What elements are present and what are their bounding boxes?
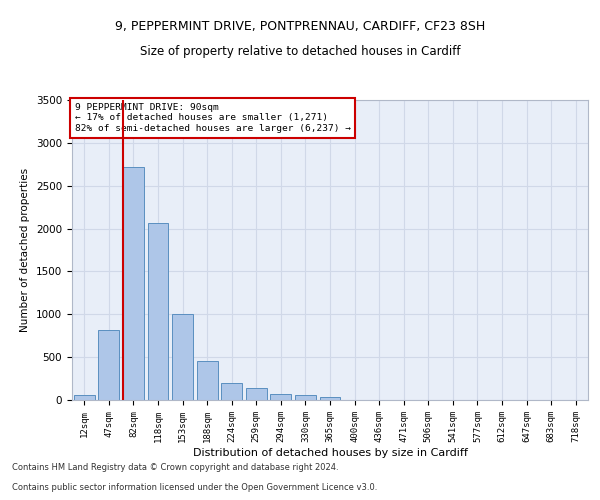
X-axis label: Distribution of detached houses by size in Cardiff: Distribution of detached houses by size … [193, 448, 467, 458]
Text: Contains public sector information licensed under the Open Government Licence v3: Contains public sector information licen… [12, 484, 377, 492]
Bar [74, 396, 95, 400]
Bar [197, 362, 218, 400]
Bar [246, 388, 267, 400]
Bar [271, 394, 292, 400]
Bar [295, 396, 316, 400]
Bar [221, 383, 242, 400]
Bar [320, 396, 340, 400]
Bar [172, 314, 193, 400]
Text: Size of property relative to detached houses in Cardiff: Size of property relative to detached ho… [140, 45, 460, 58]
Bar [98, 330, 119, 400]
Text: 9 PEPPERMINT DRIVE: 90sqm
← 17% of detached houses are smaller (1,271)
82% of se: 9 PEPPERMINT DRIVE: 90sqm ← 17% of detac… [74, 103, 350, 133]
Bar [123, 167, 144, 400]
Text: Contains HM Land Registry data © Crown copyright and database right 2024.: Contains HM Land Registry data © Crown c… [12, 464, 338, 472]
Text: 9, PEPPERMINT DRIVE, PONTPRENNAU, CARDIFF, CF23 8SH: 9, PEPPERMINT DRIVE, PONTPRENNAU, CARDIF… [115, 20, 485, 33]
Y-axis label: Number of detached properties: Number of detached properties [20, 168, 31, 332]
Bar [148, 224, 169, 400]
